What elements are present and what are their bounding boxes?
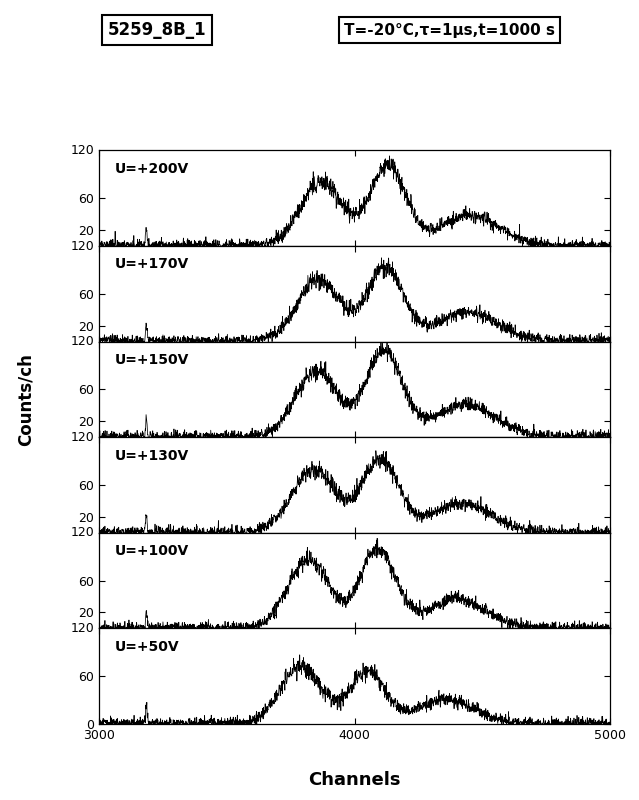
Text: U=+150V: U=+150V [114, 353, 189, 367]
Text: U=+170V: U=+170V [114, 258, 189, 271]
Text: 120: 120 [70, 526, 94, 539]
Text: U=+200V: U=+200V [114, 162, 189, 176]
Text: 120: 120 [70, 144, 94, 157]
Text: U=+50V: U=+50V [114, 640, 179, 654]
Text: 120: 120 [70, 430, 94, 444]
Text: 120: 120 [70, 622, 94, 635]
Text: Channels: Channels [309, 771, 401, 789]
Text: 120: 120 [70, 335, 94, 348]
Text: 5259_8B_1: 5259_8B_1 [108, 21, 206, 39]
Text: U=+100V: U=+100V [114, 544, 189, 558]
Text: T=-20°C,τ=1μs,t=1000 s: T=-20°C,τ=1μs,t=1000 s [344, 22, 555, 38]
Text: Counts/ch: Counts/ch [17, 354, 35, 446]
Text: 120: 120 [70, 239, 94, 253]
Text: U=+130V: U=+130V [114, 449, 189, 462]
